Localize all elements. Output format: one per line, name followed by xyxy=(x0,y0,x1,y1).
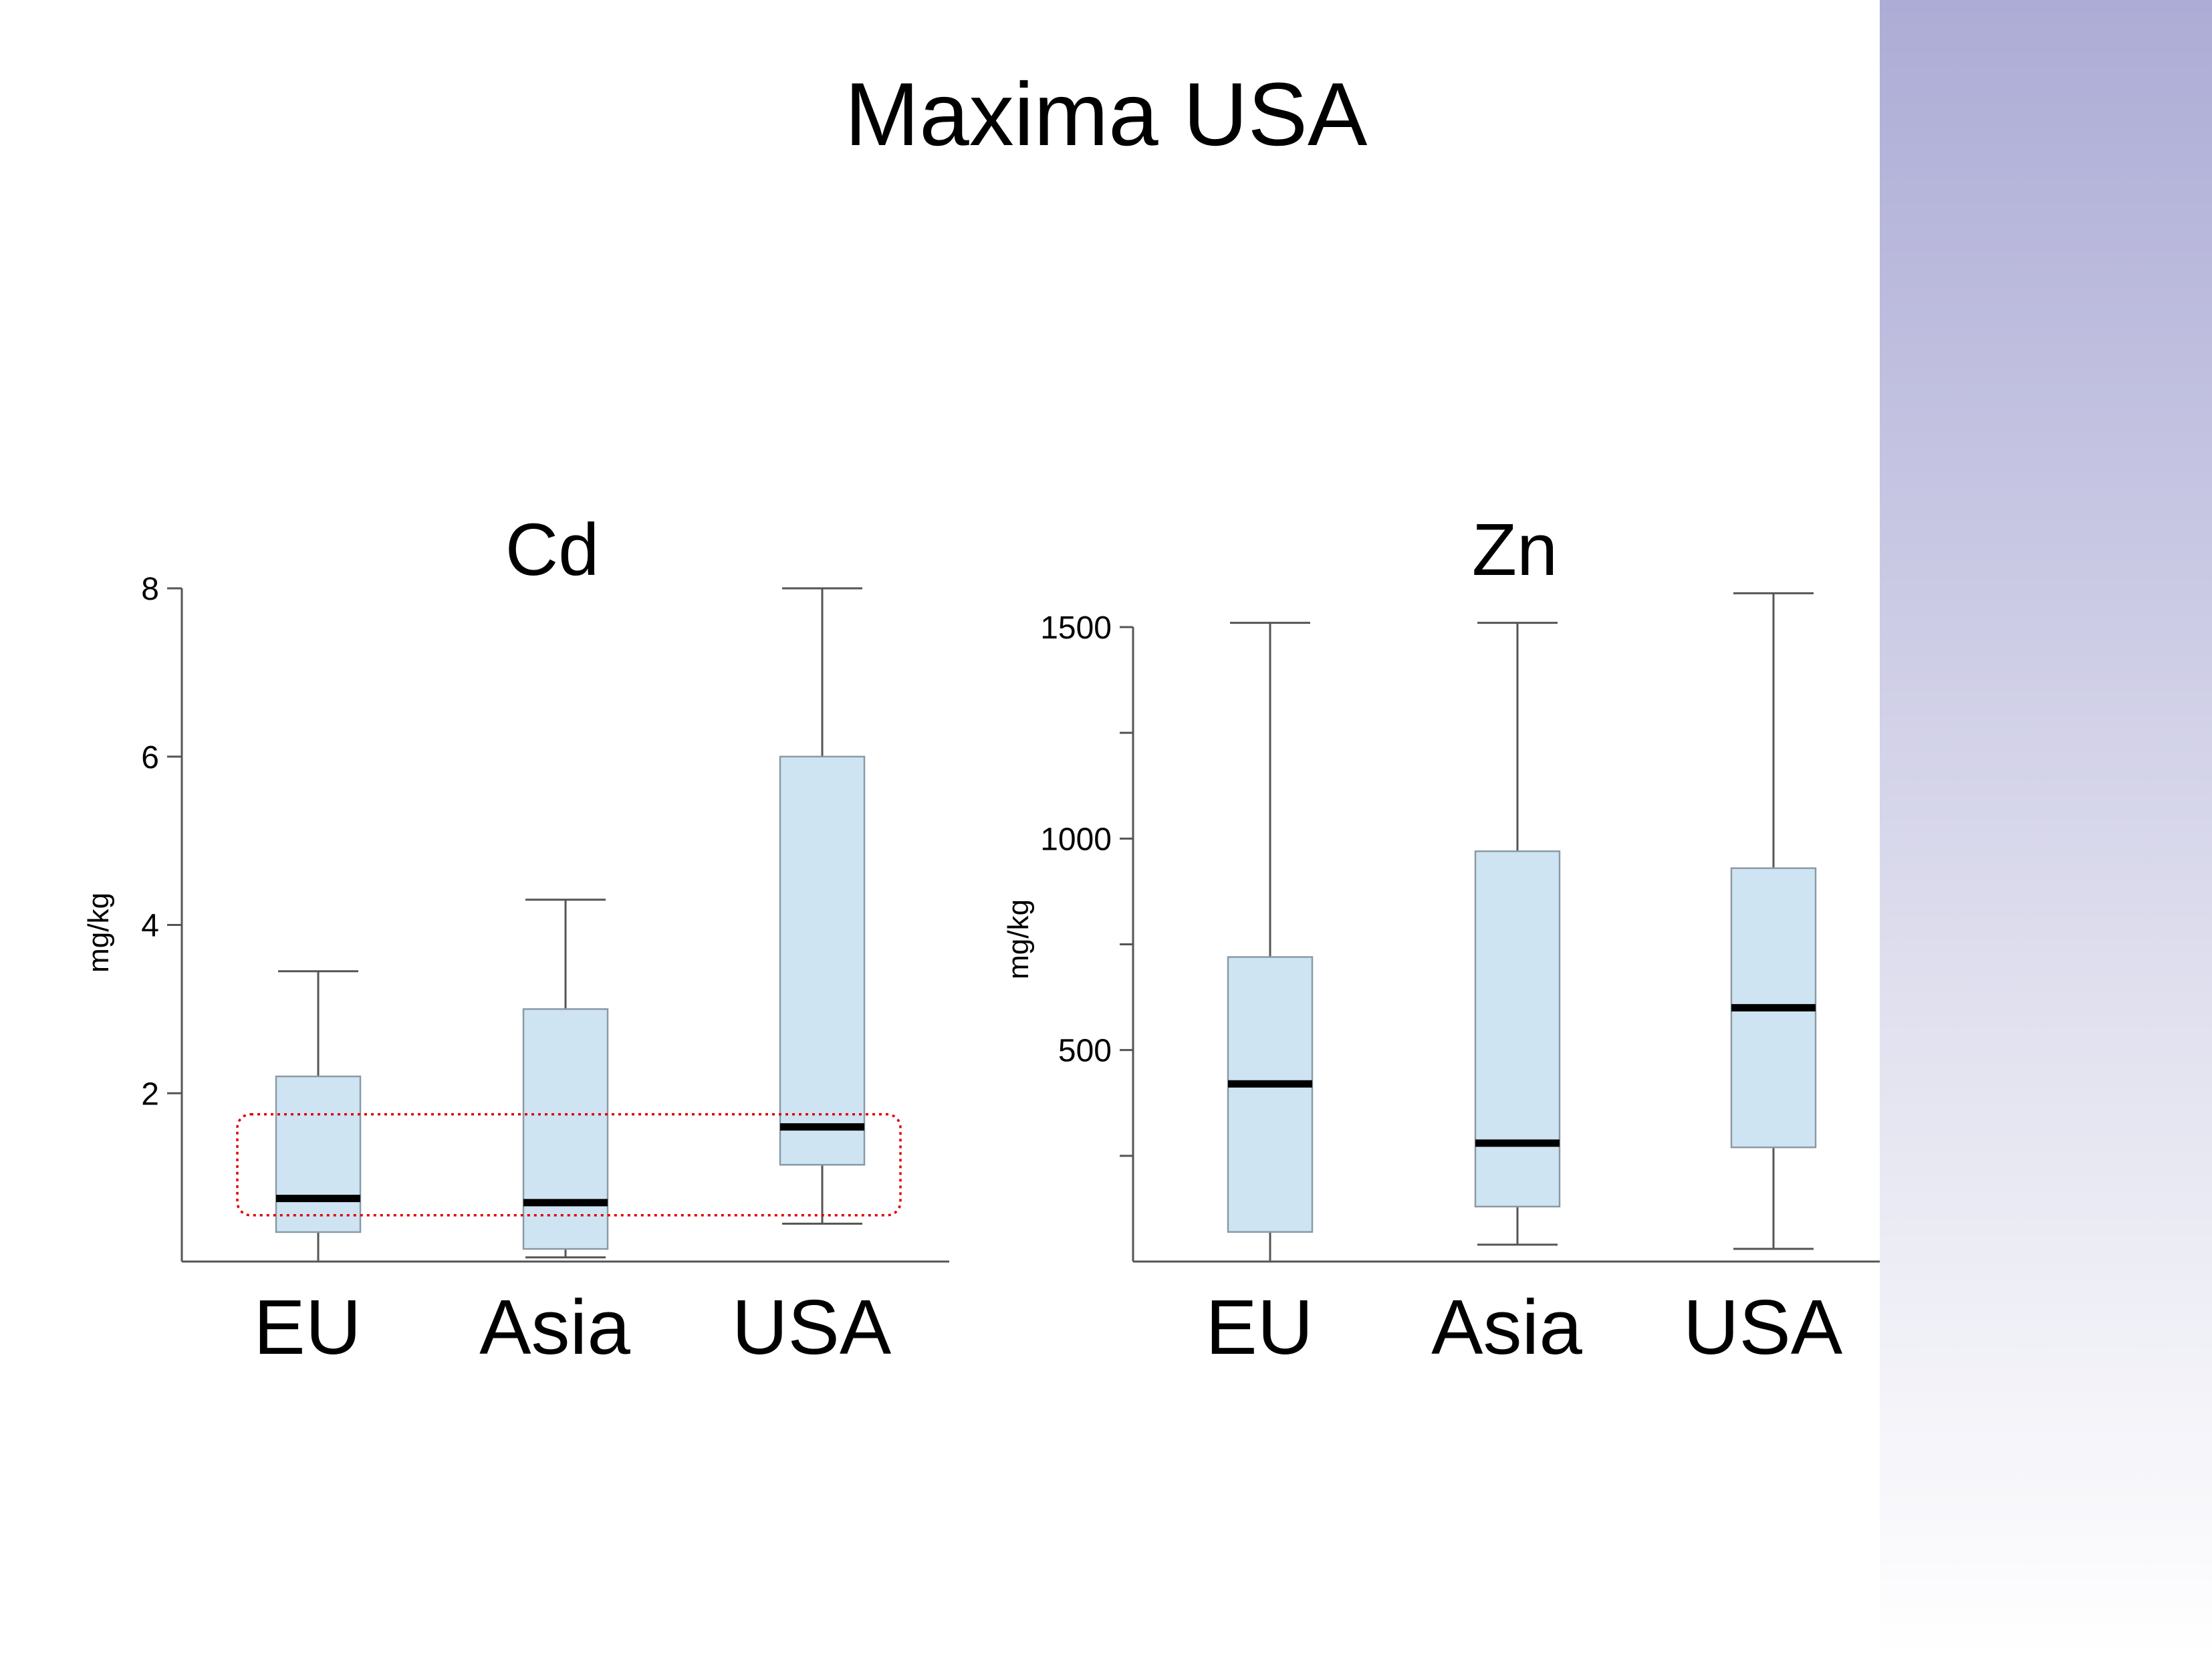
iqr-box xyxy=(779,755,866,1166)
chart-cd-axes: 2 4 6 8 xyxy=(141,572,949,1263)
chart-cd-boxes xyxy=(275,587,866,1262)
chart-zn-x-labels: EU Asia USA xyxy=(1205,1284,1842,1371)
chart-cd-title: Cd xyxy=(505,509,600,591)
y-tick-label: 6 xyxy=(141,740,159,776)
x-category-label: USA xyxy=(732,1284,892,1371)
slide-title: Maxima USA xyxy=(844,65,1368,164)
x-category-label: EU xyxy=(1205,1284,1313,1371)
iqr-box xyxy=(1227,956,1314,1233)
box-usa xyxy=(1730,592,1817,1250)
x-category-label: USA xyxy=(1683,1284,1843,1371)
chart-zn-axes: 500 1000 1500 xyxy=(1040,610,1880,1263)
box-eu xyxy=(1227,622,1314,1262)
box-asia xyxy=(522,899,609,1259)
iqr-box xyxy=(1474,850,1561,1208)
iqr-box xyxy=(522,1008,609,1250)
chart-cd: Cd mg/kg 2 4 6 8 EU Asia USA xyxy=(82,509,949,1371)
chart-cd-y-axis-label: mg/kg xyxy=(82,893,115,973)
x-category-label: EU xyxy=(253,1284,361,1371)
chart-zn-boxes xyxy=(1227,592,1817,1262)
box-asia xyxy=(1474,622,1561,1246)
chart-zn-y-axis-label: mg/kg xyxy=(1002,899,1035,979)
y-tick-label: 500 xyxy=(1058,1034,1112,1069)
y-tick-label: 2 xyxy=(141,1076,159,1112)
x-category-label: Asia xyxy=(479,1284,630,1371)
chart-zn-title: Zn xyxy=(1472,509,1558,591)
chart-cd-x-labels: EU Asia USA xyxy=(253,1284,891,1371)
y-tick-label: 1000 xyxy=(1040,822,1112,857)
box-usa xyxy=(779,587,866,1225)
y-tick-label: 8 xyxy=(141,572,159,607)
iqr-box xyxy=(275,1075,362,1233)
x-category-label: Asia xyxy=(1431,1284,1582,1371)
side-decoration-band xyxy=(1880,0,2212,1658)
chart-zn: Zn mg/kg 500 1000 1500 EU Asia USA xyxy=(1002,509,1880,1371)
box-eu xyxy=(275,970,362,1262)
chart-cd-highlight-box xyxy=(236,1112,902,1217)
y-tick-label: 4 xyxy=(141,909,159,944)
y-tick-label: 1500 xyxy=(1040,610,1112,646)
